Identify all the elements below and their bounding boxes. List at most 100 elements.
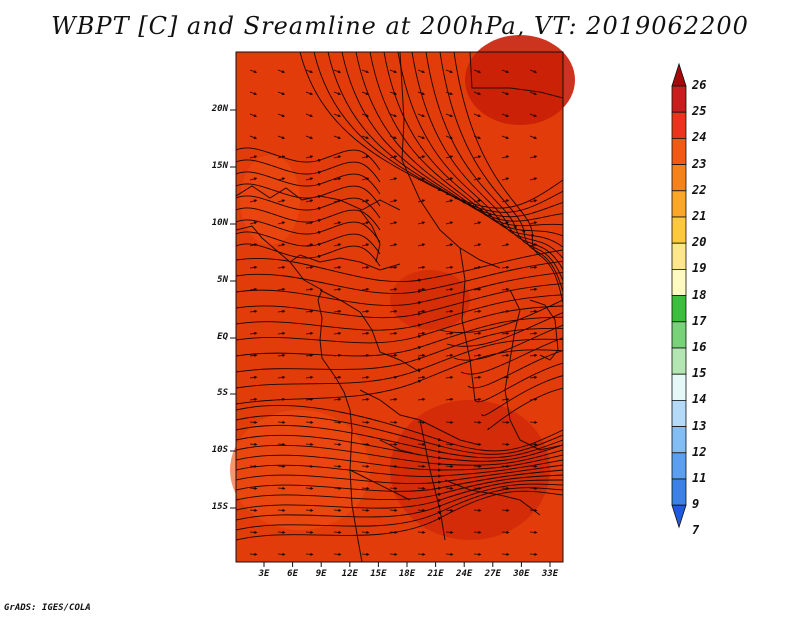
flow-arrow	[249, 199, 258, 203]
flow-arrow	[305, 309, 314, 314]
streamline	[341, 52, 563, 222]
lon-label: 9E	[315, 569, 327, 579]
lon-label: 12E	[341, 569, 358, 579]
flow-arrow	[529, 353, 538, 358]
flow-arrow	[417, 420, 426, 424]
colorbar-level-label: 17	[692, 313, 707, 328]
flow-arrow	[389, 91, 398, 96]
flow-arrow	[249, 353, 258, 358]
colorbar-level-label: 22	[692, 182, 707, 197]
flow-arrow	[333, 221, 342, 225]
flow-arrow	[417, 135, 426, 140]
flow-arrow	[417, 331, 426, 336]
flow-arrow	[389, 508, 398, 512]
flow-arrow	[417, 221, 426, 225]
flow-arrow	[417, 287, 426, 292]
lat-label: 5N	[217, 275, 228, 285]
flow-arrow	[529, 243, 538, 247]
flow-arrow	[277, 113, 286, 118]
flow-arrow	[249, 552, 258, 556]
flow-arrow	[529, 508, 538, 512]
flow-arrow	[333, 177, 342, 181]
flow-arrow	[249, 113, 258, 118]
flow-arrow	[249, 530, 258, 534]
streamline	[411, 52, 563, 270]
flow-arrow	[473, 353, 482, 358]
flow-arrow	[389, 530, 398, 534]
flow-arrow	[333, 464, 342, 468]
flow-arrow	[277, 91, 286, 96]
colorbar-level-label: 13	[692, 418, 707, 433]
flow-arrow	[473, 442, 482, 446]
flow-arrow	[361, 442, 370, 446]
flow-arrow	[417, 486, 426, 490]
flow-arrow	[389, 177, 398, 181]
colorbar-segment	[671, 452, 687, 480]
streamline	[397, 52, 563, 259]
flow-arrow	[445, 442, 454, 446]
flow-arrow	[361, 464, 370, 468]
flow-arrow	[277, 287, 286, 292]
flow-arrow	[473, 155, 482, 159]
flow-arrow	[305, 91, 314, 96]
lat-label: 10S	[211, 445, 228, 455]
flow-arrow	[389, 420, 398, 424]
streamline	[299, 52, 563, 209]
flow-arrow	[501, 69, 510, 74]
flow-arrow	[417, 508, 426, 512]
flow-arrow	[305, 113, 314, 118]
flow-arrow	[249, 309, 258, 314]
flow-arrow	[389, 199, 398, 203]
border-line	[349, 469, 411, 501]
streamlines	[236, 52, 563, 556]
flow-arrow	[529, 552, 538, 556]
flow-arrow	[501, 113, 510, 118]
colorbar-segment	[671, 216, 687, 244]
flow-arrow	[529, 69, 538, 74]
flow-arrow	[277, 508, 286, 512]
lon-ticks	[263, 562, 551, 567]
flow-arrow	[529, 177, 538, 181]
flow-arrow	[277, 464, 286, 468]
flow-arrow	[389, 287, 398, 292]
flow-arrow	[529, 420, 538, 424]
flow-arrow	[333, 199, 342, 203]
flow-arrow	[389, 221, 398, 225]
flow-arrow	[305, 221, 314, 225]
flow-arrow	[417, 113, 426, 118]
flow-arrow	[305, 420, 314, 424]
lon-label: 30E	[513, 569, 530, 579]
lat-ticks	[230, 109, 236, 509]
flow-arrow	[277, 221, 286, 225]
flow-arrow	[529, 442, 538, 446]
flow-arrow	[361, 375, 370, 380]
flow-arrow	[445, 113, 454, 118]
border-line	[469, 52, 563, 99]
flow-arrow	[333, 331, 342, 336]
flow-arrow	[417, 464, 426, 468]
streamline	[236, 464, 563, 485]
streamline	[236, 424, 563, 459]
flow-arrow	[361, 155, 370, 159]
flow-arrow	[333, 69, 342, 74]
colorbar-level-label: 7	[692, 523, 700, 538]
flow-arrow	[277, 199, 286, 203]
flow-arrow	[389, 442, 398, 446]
flow-arrow	[501, 508, 510, 512]
colorbar-level-label: 18	[692, 287, 707, 302]
flow-arrow	[529, 331, 538, 336]
flow-arrow	[389, 375, 398, 380]
flow-arrow	[417, 69, 426, 74]
flow-arrow	[361, 331, 370, 336]
flow-arrow	[445, 397, 454, 402]
flow-arrow	[417, 397, 426, 402]
flow-arrow	[249, 397, 258, 402]
flow-arrow	[445, 265, 454, 270]
colorbar-level-label: 12	[692, 444, 707, 459]
flow-arrow	[501, 331, 510, 336]
border-line	[399, 52, 501, 269]
flow-arrow	[249, 508, 258, 512]
colorbar-level-label: 24	[692, 130, 707, 145]
lat-label: 10N	[211, 218, 228, 228]
